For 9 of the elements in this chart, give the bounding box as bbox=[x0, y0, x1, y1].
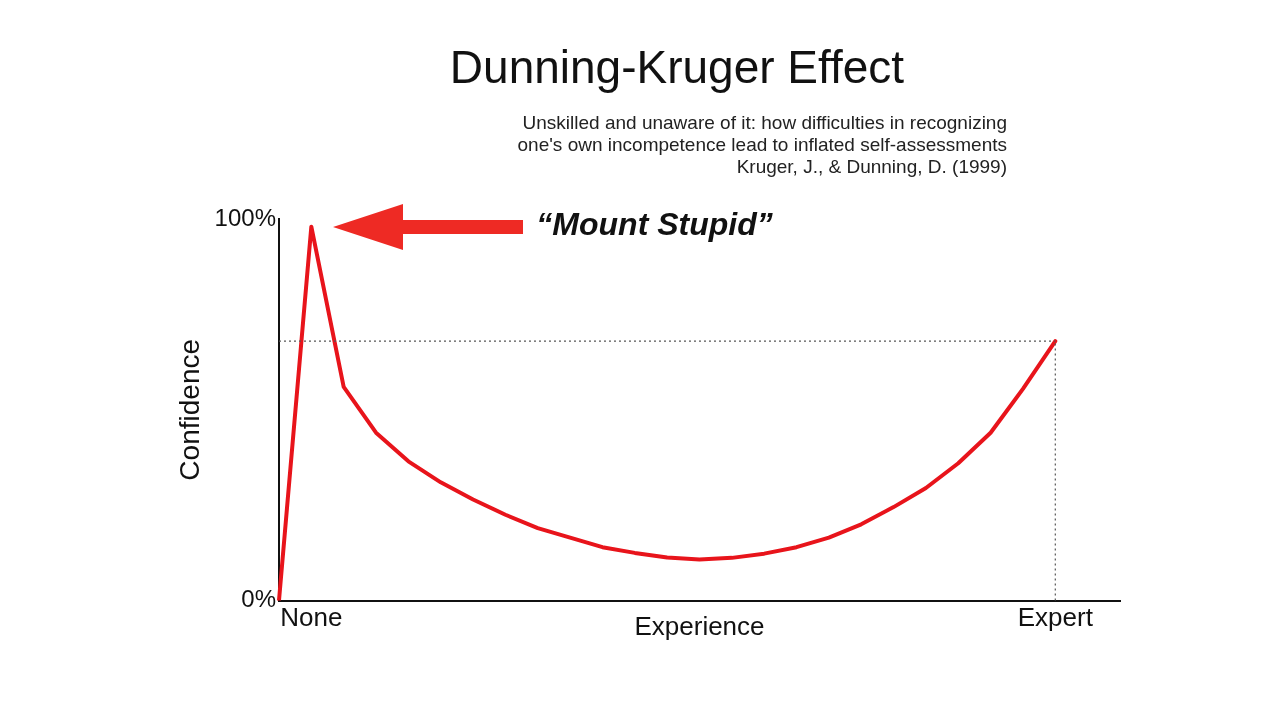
chart-title: Dunning-Kruger Effect bbox=[448, 40, 906, 94]
x-tick-label: Expert bbox=[1017, 602, 1094, 633]
chart-subtitle: Unskilled and unaware of it: how difficulties in recognizing one's own incompetence lead to inflated self-assessments Kruger, J., & Dunning, D. (1999) bbox=[517, 112, 1007, 178]
annotation: “Mount Stupid” bbox=[536, 206, 773, 243]
x-tick-label: None bbox=[280, 602, 343, 633]
x-axis-title: Experience bbox=[634, 610, 765, 641]
y-axis-title: Confidence bbox=[173, 338, 205, 481]
y-tick-label: 100% bbox=[214, 203, 276, 231]
y-tick-label: 0% bbox=[241, 585, 276, 613]
